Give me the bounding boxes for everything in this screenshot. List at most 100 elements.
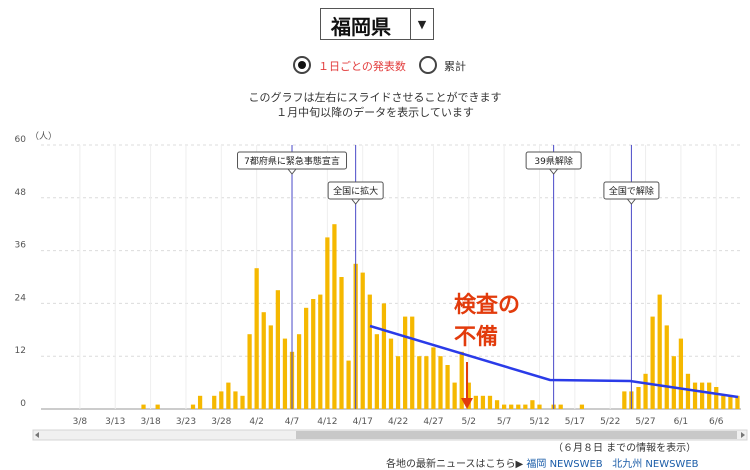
bar — [721, 395, 726, 409]
bar — [530, 400, 535, 409]
bar — [268, 325, 273, 409]
bar — [537, 404, 542, 409]
x-tick-label: 3/28 — [211, 417, 231, 427]
bar — [381, 303, 387, 409]
bar — [622, 391, 627, 409]
y-tick-label: 60 — [15, 135, 27, 145]
x-tick-label: 5/17 — [565, 417, 585, 427]
news-prefix: 各地の最新ニュースはこちら▶ — [386, 459, 524, 470]
x-tick-label: 5/2 — [462, 417, 476, 427]
news-links: 各地の最新ニュースはこちら▶ 福岡 NEWSWEB 北九州 NEWSWEB — [386, 455, 699, 470]
bar — [311, 299, 316, 409]
bar — [636, 387, 641, 409]
test-shortfall-annotation: 検査の 不備 — [454, 290, 520, 354]
daily-radio[interactable] — [293, 56, 311, 74]
event-pointer — [548, 168, 559, 175]
scroll-left-icon — [35, 432, 39, 438]
bar — [438, 356, 443, 409]
x-tick-label: 3/8 — [73, 417, 88, 427]
bar — [678, 338, 684, 409]
bar — [339, 277, 344, 409]
bar — [424, 356, 429, 409]
event-pointer — [286, 168, 298, 175]
y-tick-label: 12 — [15, 346, 26, 356]
bar — [403, 316, 408, 409]
prefecture-label: 福岡県 — [331, 15, 391, 39]
info-line-2: １月中旬以降のデータを表示しています — [276, 106, 474, 119]
kitakyushu-newsweb-link[interactable]: 北九州 NEWSWEB — [612, 459, 699, 470]
bar — [664, 325, 669, 409]
x-tick-label: 4/2 — [249, 417, 263, 427]
daily-radio-label[interactable]: １日ごとの発表数 — [318, 60, 406, 73]
bar — [735, 395, 740, 409]
bar — [155, 404, 160, 409]
annotation-line-2: 不備 — [454, 325, 499, 350]
bar — [388, 338, 394, 409]
bar — [714, 387, 719, 409]
y-unit-label: （人） — [30, 131, 57, 142]
bar — [296, 334, 302, 409]
axes: 0 12 24 36 48 60 （人） 3/8 3/13 3/18 3/23 3/28 4/2 4/7 4… — [15, 131, 724, 427]
bar — [240, 395, 245, 409]
bar — [685, 373, 691, 409]
x-tick-label: 3/23 — [176, 417, 196, 427]
bar — [657, 294, 662, 409]
x-tick-label: 5/7 — [497, 417, 511, 427]
x-tick-label: 4/22 — [388, 417, 408, 427]
bar — [226, 382, 231, 409]
bar — [707, 382, 712, 409]
bar — [360, 272, 365, 409]
bar — [671, 356, 676, 409]
bar — [487, 395, 493, 409]
bar-series — [141, 224, 740, 409]
bar — [190, 404, 196, 409]
updated-note: （６月８日 までの情報を表示） — [553, 443, 697, 454]
bar — [197, 395, 203, 409]
bar — [692, 382, 698, 409]
bar — [318, 294, 323, 409]
bar — [523, 404, 528, 409]
bar — [275, 290, 280, 409]
scroll-right-icon — [741, 432, 745, 438]
event-pointer — [350, 198, 361, 205]
bar — [502, 404, 507, 409]
fukuoka-newsweb-link[interactable]: 福岡 NEWSWEB — [526, 459, 603, 470]
chevron-down-icon[interactable]: ▼ — [410, 9, 433, 39]
bar — [650, 316, 655, 409]
bar — [579, 404, 585, 409]
bar — [480, 395, 486, 409]
event-label: 全国に拡大 — [333, 185, 378, 197]
x-tick-label: 3/13 — [105, 417, 125, 427]
bar — [473, 395, 478, 409]
x-tick-label: 6/6 — [709, 417, 724, 427]
x-tick-label: 4/7 — [285, 417, 299, 427]
bar — [219, 391, 224, 409]
bar — [346, 360, 351, 409]
bar — [374, 334, 379, 409]
bar — [431, 347, 436, 409]
bar — [254, 268, 259, 409]
x-tick-label: 3/18 — [140, 417, 160, 427]
bar — [410, 316, 415, 409]
bar — [325, 237, 330, 409]
bar — [304, 307, 309, 409]
bar — [509, 404, 514, 409]
bar — [459, 351, 464, 409]
x-tick-label: 5/12 — [529, 417, 549, 427]
scrollbar-thumb — [296, 431, 737, 439]
y-tick-label: 24 — [15, 293, 27, 303]
info-line-1: このグラフは左右にスライドさせることができます — [248, 91, 502, 104]
trend-line-path — [369, 324, 739, 399]
cumulative-radio[interactable] — [419, 56, 437, 74]
y-tick-label: 36 — [15, 241, 27, 251]
prefecture-select[interactable]: 福岡県 ▼ — [320, 8, 434, 40]
bar — [247, 334, 252, 409]
cumulative-radio-label[interactable]: 累計 — [444, 60, 466, 73]
annotation-arrow-head — [461, 398, 473, 409]
bar — [494, 400, 500, 409]
horizontal-scrollbar[interactable] — [32, 429, 748, 441]
event-label: 39県解除 — [534, 155, 572, 167]
annotation-line-1: 検査の — [454, 293, 521, 318]
